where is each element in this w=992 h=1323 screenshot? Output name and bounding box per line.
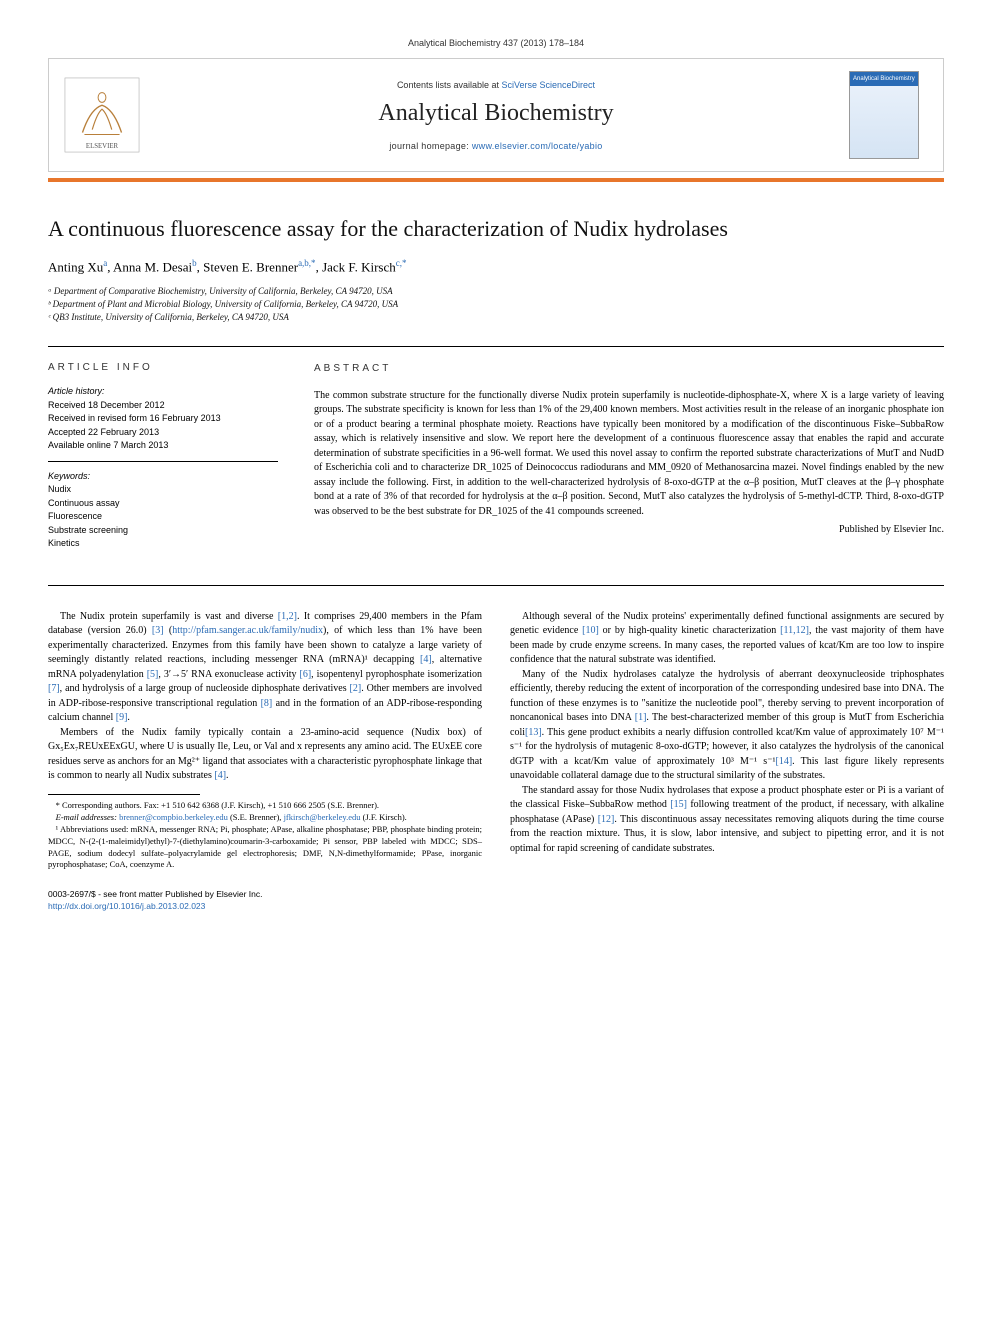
- ref-4b[interactable]: [4]: [214, 770, 226, 781]
- ref-8[interactable]: [8]: [261, 698, 273, 709]
- para-4: Many of the Nudix hydrolases catalyze th…: [510, 668, 944, 784]
- cover-thumb-body: [850, 86, 918, 158]
- ref-13[interactable]: [13]: [525, 727, 542, 738]
- abbrev-note: ¹ Abbreviations used: mRNA, messenger RN…: [48, 824, 482, 872]
- keyword-line: Nudix: [48, 483, 278, 497]
- svg-text:ELSEVIER: ELSEVIER: [86, 143, 119, 150]
- email-brenner[interactable]: brenner@compbio.berkeley.edu: [119, 812, 228, 822]
- ref-11-12[interactable]: [11,12]: [780, 625, 809, 636]
- ref-4[interactable]: [4]: [420, 654, 432, 665]
- front-matter-line: 0003-2697/$ - see front matter Published…: [48, 889, 944, 900]
- history-line: Received in revised form 16 February 201…: [48, 412, 278, 426]
- journal-title: Analytical Biochemistry: [157, 100, 835, 127]
- homepage-pre: journal homepage:: [389, 141, 471, 151]
- info-abstract-row: ARTICLE INFO Article history: Received 1…: [48, 346, 944, 586]
- ref-14[interactable]: [14]: [775, 756, 792, 767]
- ref-7[interactable]: [7]: [48, 683, 60, 694]
- history-line: Received 18 December 2012: [48, 399, 278, 413]
- corresponding-note: * Corresponding authors. Fax: +1 510 642…: [48, 800, 482, 812]
- history-line: Available online 7 March 2013: [48, 439, 278, 453]
- abstract-heading: ABSTRACT: [314, 362, 944, 377]
- cover-thumb-title: Analytical Biochemistry: [850, 72, 918, 86]
- email-note: E-mail addresses: brenner@compbio.berkel…: [48, 812, 482, 824]
- ref-15[interactable]: [15]: [670, 799, 687, 810]
- author-list: Anting Xua, Anna M. Desaib, Steven E. Br…: [48, 258, 944, 275]
- affiliation-list: ᵃ Department of Comparative Biochemistry…: [48, 285, 944, 324]
- abstract-col: ABSTRACT The common substrate structure …: [314, 362, 944, 567]
- homepage-link[interactable]: www.elsevier.com/locate/yabio: [472, 141, 603, 151]
- keyword-line: Kinetics: [48, 537, 278, 551]
- article-title: A continuous fluorescence assay for the …: [48, 216, 944, 242]
- body-columns: The Nudix protein superfamily is vast an…: [48, 610, 944, 871]
- para-3: Although several of the Nudix proteins' …: [510, 610, 944, 668]
- running-head: Analytical Biochemistry 437 (2013) 178–1…: [48, 38, 944, 48]
- page-root: Analytical Biochemistry 437 (2013) 178–1…: [0, 0, 992, 942]
- homepage-line: journal homepage: www.elsevier.com/locat…: [157, 141, 835, 151]
- history-section: Article history: Received 18 December 20…: [48, 385, 278, 462]
- ref-9[interactable]: [9]: [116, 712, 128, 723]
- pfam-link[interactable]: http://pfam.sanger.ac.uk/family/nudix: [172, 625, 323, 636]
- journal-cover-thumbnail: Analytical Biochemistry: [849, 71, 919, 159]
- footnote-rule: [48, 794, 200, 795]
- keywords-section: Keywords: NudixContinuous assayFluoresce…: [48, 470, 278, 559]
- contents-list-line: Contents lists available at SciVerse Sci…: [157, 80, 835, 90]
- abstract-text: The common substrate structure for the f…: [314, 390, 944, 517]
- header-rule: [48, 178, 944, 182]
- keywords-label: Keywords:: [48, 470, 278, 484]
- ref-5[interactable]: [5]: [147, 669, 159, 680]
- contents-pre: Contents lists available at: [397, 80, 502, 90]
- published-by: Published by Elsevier Inc.: [314, 523, 944, 538]
- history-line: Accepted 22 February 2013: [48, 426, 278, 440]
- info-heading: ARTICLE INFO: [48, 362, 278, 373]
- keyword-line: Substrate screening: [48, 524, 278, 538]
- keyword-line: Fluorescence: [48, 510, 278, 524]
- ref-1b[interactable]: [1]: [635, 712, 647, 723]
- ref-3[interactable]: [3]: [152, 625, 164, 636]
- ref-1-2[interactable]: [1,2]: [278, 611, 297, 622]
- sciencedirect-link[interactable]: SciVerse ScienceDirect: [502, 80, 596, 90]
- ref-10[interactable]: [10]: [582, 625, 599, 636]
- doi-link[interactable]: http://dx.doi.org/10.1016/j.ab.2013.02.0…: [48, 901, 205, 911]
- para-2: Members of the Nudix family typically co…: [48, 726, 482, 784]
- ref-2b[interactable]: [2]: [350, 683, 362, 694]
- masthead-center: Contents lists available at SciVerse Sci…: [157, 80, 835, 151]
- journal-masthead: ELSEVIER Contents lists available at Sci…: [48, 58, 944, 172]
- affiliation-line: ᵇ Department of Plant and Microbial Biol…: [48, 298, 944, 311]
- keyword-line: Continuous assay: [48, 497, 278, 511]
- elsevier-logo: ELSEVIER: [63, 76, 141, 154]
- email-kirsch[interactable]: jfkirsch@berkeley.edu: [284, 812, 361, 822]
- footer-bar: 0003-2697/$ - see front matter Published…: [48, 889, 944, 912]
- article-info-col: ARTICLE INFO Article history: Received 1…: [48, 362, 278, 567]
- affiliation-line: ᵃ Department of Comparative Biochemistry…: [48, 285, 944, 298]
- ref-6[interactable]: [6]: [300, 669, 312, 680]
- ref-12b[interactable]: [12]: [598, 814, 615, 825]
- para-5: The standard assay for those Nudix hydro…: [510, 784, 944, 857]
- history-label: Article history:: [48, 385, 278, 399]
- affiliation-line: ᶜ QB3 Institute, University of Californi…: [48, 311, 944, 324]
- footnotes: * Corresponding authors. Fax: +1 510 642…: [48, 800, 482, 871]
- para-1: The Nudix protein superfamily is vast an…: [48, 610, 482, 726]
